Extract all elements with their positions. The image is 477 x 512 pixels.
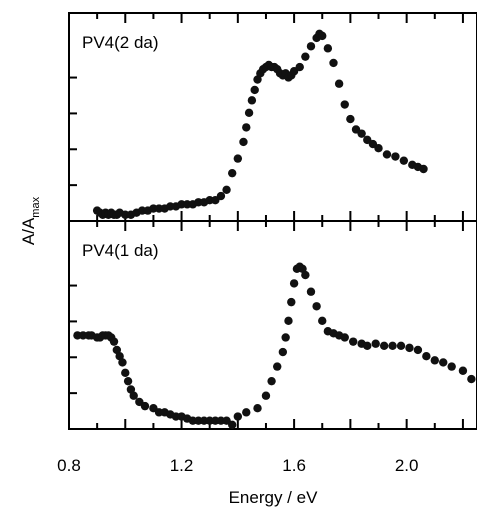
bottom-data-point (312, 302, 321, 311)
x-tick-labels: 0.8 1.2 1.6 2.0 (57, 456, 418, 475)
bottom-data-point (278, 347, 288, 357)
bottom-data-point (273, 362, 282, 371)
bottom-data-point (289, 279, 299, 288)
top-data-point (323, 44, 333, 53)
bottom-data-point (388, 341, 397, 350)
top-data-point (399, 156, 409, 165)
top-data-point (329, 58, 338, 68)
top-data-point (295, 62, 304, 72)
bottom-data-point (123, 376, 133, 386)
top-data-point (216, 191, 226, 201)
y-axis-title: A/Amax (19, 196, 42, 245)
top-data-point (244, 108, 254, 118)
top-data-point (391, 152, 400, 161)
bottom-data-point (140, 401, 150, 411)
bottom-data-point (121, 368, 130, 378)
bottom-data-point (430, 356, 439, 365)
bottom-data-point (422, 352, 431, 361)
bottom-data-point (281, 333, 290, 342)
bottom-data-point (242, 408, 251, 417)
bottom-data-point (413, 345, 423, 355)
x-tick-label: 1.2 (170, 456, 194, 475)
bottom-data-point (298, 264, 307, 274)
bottom-data-point (112, 345, 122, 355)
top-data-point (374, 144, 383, 153)
top-panel-label: PV4(2 da) (82, 33, 159, 52)
x-tick-label: 0.8 (57, 456, 81, 475)
top-data-point (346, 114, 355, 124)
top-data-point (250, 85, 259, 95)
top-data-point (306, 42, 316, 51)
top-data-point (228, 168, 237, 178)
top-data-point (242, 123, 251, 132)
top-data-point (247, 96, 257, 105)
top-panel: PV4(2 da) (68, 12, 477, 222)
bottom-data-point (405, 343, 414, 353)
y-axis-title-subscript: max (30, 196, 42, 217)
bottom-data-point (267, 376, 276, 386)
top-data-point (382, 150, 392, 159)
top-data-point (419, 164, 428, 174)
bottom-data-point (126, 385, 136, 394)
bottom-data-point (340, 333, 349, 342)
x-tick-label: 2.0 (395, 456, 419, 475)
bottom-data-point (458, 366, 468, 375)
bottom-data-point (379, 341, 389, 350)
top-data-point (233, 154, 243, 163)
bottom-data-point (115, 352, 124, 361)
bottom-data-point (233, 412, 243, 421)
top-data-point (340, 100, 349, 109)
bottom-panel-ticks (68, 221, 464, 429)
top-data-point (301, 52, 310, 61)
bottom-data-point (284, 316, 293, 326)
top-panel-points (92, 29, 428, 219)
x-axis-title: Energy / eV (229, 488, 318, 507)
bottom-data-point (129, 391, 138, 400)
top-data-point (222, 185, 231, 194)
bottom-panel: PV4(1 da) (68, 220, 477, 430)
bottom-data-point (253, 404, 262, 413)
bottom-data-point (467, 374, 476, 384)
top-data-point (253, 75, 262, 84)
bottom-data-point (109, 337, 119, 346)
bottom-panel-frame (68, 220, 477, 430)
x-tick-label: 1.6 (282, 456, 306, 475)
bottom-data-point (318, 316, 327, 326)
bottom-panel-label: PV4(1 da) (82, 241, 159, 260)
bottom-data-point (447, 362, 456, 371)
top-data-point (357, 129, 366, 138)
bottom-data-point (301, 270, 310, 280)
top-data-point (334, 79, 344, 88)
bottom-data-point (396, 341, 406, 350)
bottom-data-point (261, 391, 271, 400)
y-axis-title-main: A/A (19, 217, 38, 245)
bottom-data-point (348, 337, 358, 346)
bottom-data-point (228, 420, 237, 430)
top-data-point (239, 137, 248, 147)
bottom-data-point (287, 297, 296, 307)
bottom-data-point (439, 358, 448, 367)
bottom-data-point (371, 339, 380, 348)
bottom-data-point (118, 358, 127, 367)
bottom-data-point (363, 341, 372, 350)
top-data-point (318, 31, 327, 41)
bottom-data-point (306, 287, 316, 296)
bottom-panel-points (73, 262, 476, 430)
